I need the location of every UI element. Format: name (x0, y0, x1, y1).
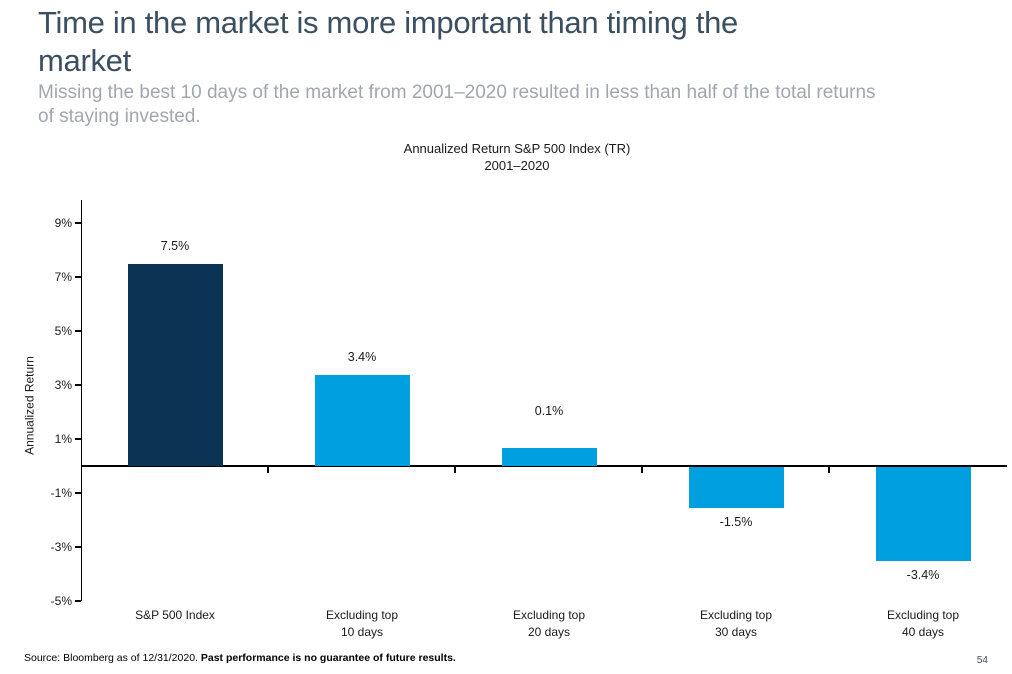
bar-value-label: 0.1% (534, 403, 564, 418)
y-tick-mark (75, 546, 81, 548)
y-tick-mark (75, 222, 81, 224)
bar-2 (314, 375, 410, 466)
page-title-line2: market (38, 43, 131, 78)
bar-value-label: -1.5% (719, 515, 753, 530)
bar-1 (127, 263, 223, 466)
bar-value-label: -3.4% (906, 567, 940, 582)
x-tick-mark (641, 467, 643, 473)
chart-title: Annualized Return S&P 500 Index (TR) 2001… (82, 140, 952, 174)
bar-value-label: 3.4% (347, 350, 377, 364)
page-number: 54 (976, 655, 988, 666)
x-category-label: Excluding top 40 days (886, 608, 960, 639)
source-note-prefix: Source: Bloomberg as of 12/31/2020. (24, 652, 201, 664)
bar-4 (688, 467, 784, 509)
bar-3 (501, 447, 597, 466)
y-tick-label: 3% (54, 378, 72, 392)
y-tick-label: -5% (50, 594, 72, 608)
chart-title-line2: 2001–2020 (484, 158, 550, 173)
y-tick-label: 1% (54, 432, 72, 446)
y-tick-mark (75, 384, 81, 386)
x-tick-mark (828, 467, 830, 473)
page-title: Time in the market is more important tha… (38, 4, 898, 80)
x-tick-mark (454, 467, 456, 473)
y-axis-line (80, 200, 82, 601)
page-subtitle-line1: Missing the best 10 days of the market f… (38, 82, 876, 103)
bar-value-label: 7.5% (160, 238, 190, 253)
bar-5 (875, 467, 971, 561)
page-subtitle-line2: of staying invested. (38, 106, 201, 127)
y-tick-label: -3% (50, 540, 72, 554)
chart-title-line1: Annualized Return S&P 500 Index (TR) (403, 141, 631, 156)
x-category-label: Excluding top 10 days (325, 608, 399, 639)
x-category-label: Excluding top 30 days (699, 608, 773, 639)
source-note: Source: Bloomberg as of 12/31/2020. Past… (24, 652, 456, 664)
y-tick-label: 9% (54, 216, 72, 230)
y-tick-label: 5% (54, 324, 72, 338)
x-category-label: S&P 500 Index (135, 608, 215, 622)
y-tick-mark (75, 492, 81, 494)
x-axis-line (80, 465, 1007, 467)
y-tick-mark (75, 600, 81, 602)
y-tick-label: -1% (50, 486, 72, 500)
y-tick-mark (75, 276, 81, 278)
source-note-disclaimer: Past performance is no guarantee of futu… (200, 652, 456, 664)
y-tick-mark (75, 330, 81, 332)
page-title-line1: Time in the market is more important tha… (38, 5, 738, 40)
x-tick-mark (267, 467, 269, 473)
x-category-label: Excluding top 20 days (512, 608, 586, 639)
y-tick-mark (75, 438, 81, 440)
y-tick-label: 7% (54, 270, 72, 284)
page-subtitle: Missing the best 10 days of the market f… (38, 81, 988, 129)
